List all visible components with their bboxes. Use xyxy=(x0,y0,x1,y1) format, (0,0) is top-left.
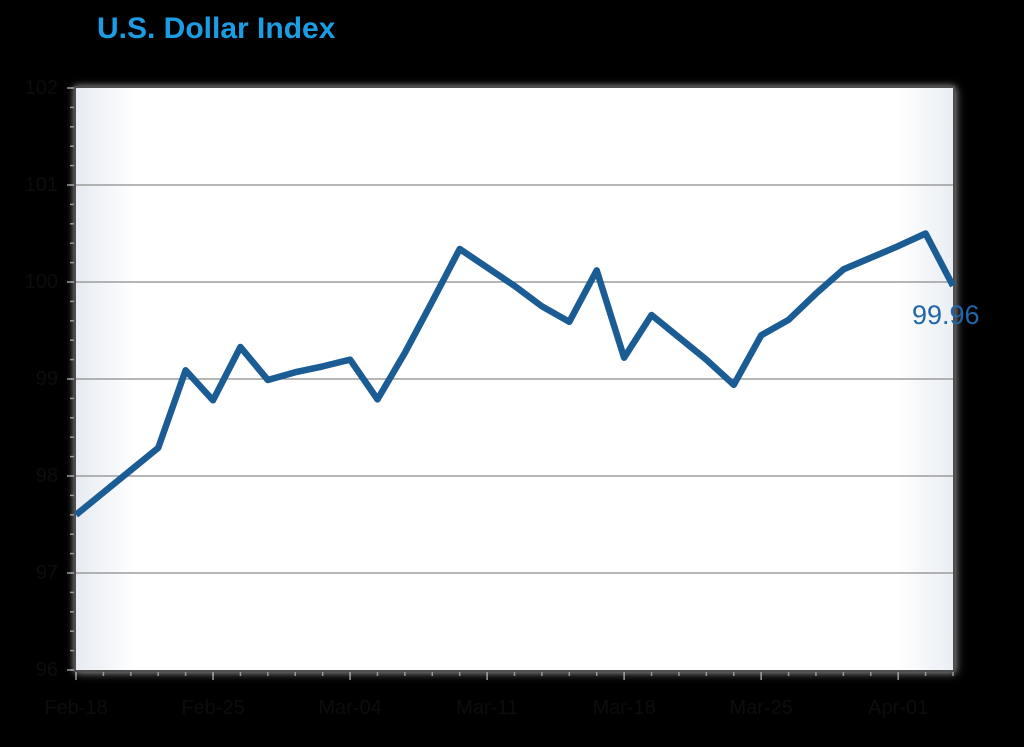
x-tick-label: Mar-18 xyxy=(592,697,656,719)
line-chart-svg xyxy=(67,87,956,680)
x-tick-label: Mar-04 xyxy=(318,697,382,719)
gridlines xyxy=(76,184,953,574)
y-tick-label: 98 xyxy=(35,465,58,487)
y-tick-label: 99 xyxy=(35,368,58,390)
y-tick-label: 101 xyxy=(24,174,58,196)
x-tick-label: Feb-25 xyxy=(181,697,245,719)
y-tick-label: 97 xyxy=(35,562,58,584)
dollar-index-line xyxy=(73,230,956,518)
chart-title: U.S. Dollar Index xyxy=(97,12,336,45)
axis-ticks xyxy=(67,87,954,680)
x-tick-label: Mar-25 xyxy=(729,697,793,719)
y-tick-label: 100 xyxy=(24,271,58,293)
y-tick-label: 96 xyxy=(35,659,58,681)
last-value-callout: 99.96 xyxy=(912,300,980,330)
y-tick-label: 102 xyxy=(24,77,58,99)
x-tick-label: Mar-11 xyxy=(456,697,519,719)
x-tick-label: Feb-18 xyxy=(44,697,108,719)
x-tick-label: Apr-01 xyxy=(868,697,929,719)
